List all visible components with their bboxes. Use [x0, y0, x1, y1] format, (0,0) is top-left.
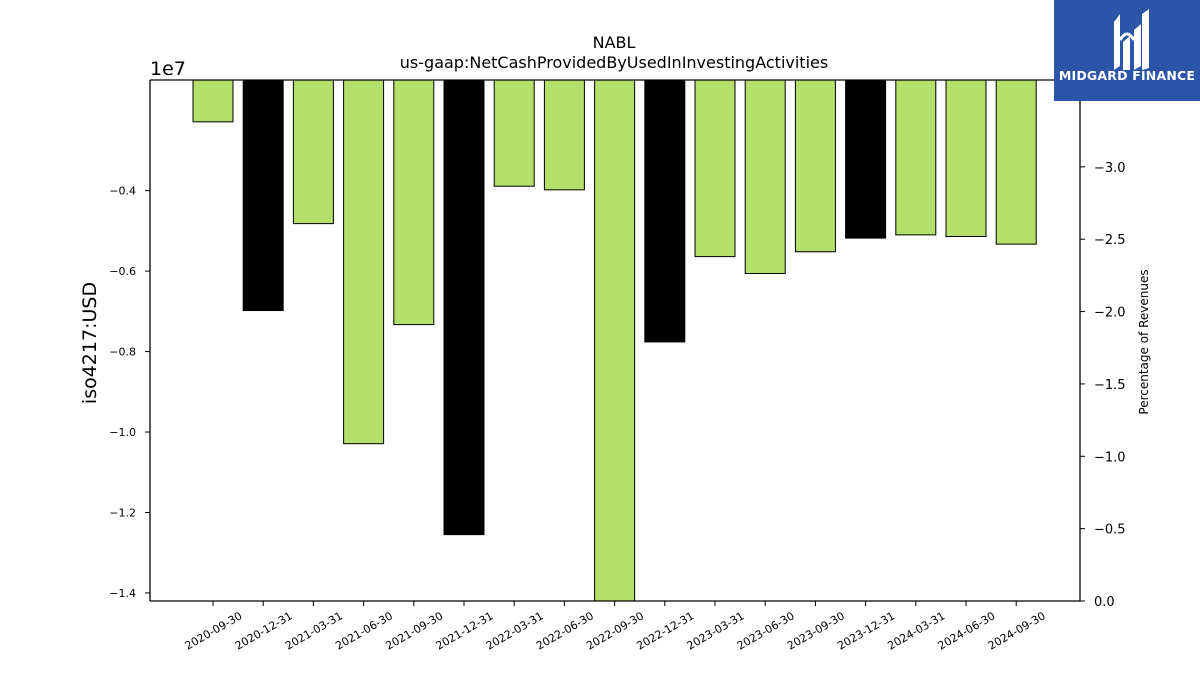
- bar-2021-06-30: [343, 79, 385, 445]
- y2-tick-label: 0.0: [1094, 595, 1115, 610]
- bar-2023-06-30: [744, 79, 786, 275]
- bar-2022-12-31: [644, 79, 686, 343]
- logo-mark-icon: [1114, 9, 1149, 70]
- chart-title: NABL: [593, 33, 636, 52]
- bar-2022-09-30: [594, 79, 636, 602]
- bar-2024-06-30: [945, 79, 987, 238]
- bar-2021-03-31: [292, 79, 334, 225]
- bar-2020-09-30: [192, 79, 234, 123]
- y-tick-label: −0.8: [109, 346, 136, 359]
- y-tick-label: −1.4: [109, 587, 136, 600]
- bar-2022-03-31: [493, 79, 535, 187]
- bar-2023-09-30: [794, 79, 836, 253]
- y2-axis-label: Percentage of Revenues: [1137, 269, 1151, 414]
- y2-tick-label: −2.5: [1094, 233, 1126, 248]
- y-axis-label: iso4217:USD: [79, 282, 101, 404]
- y-tick-label: −0.4: [109, 185, 136, 198]
- y-tick-label: −1.2: [109, 506, 136, 519]
- bar-2023-12-31: [845, 79, 887, 239]
- y2-tick-label: −1.0: [1094, 450, 1126, 465]
- bar-2024-09-30: [995, 79, 1037, 245]
- y-tick-label: −0.6: [109, 265, 136, 278]
- bars-group: [192, 79, 1037, 602]
- bar-2021-12-31: [443, 79, 485, 536]
- y2-tick-label: −2.0: [1094, 306, 1126, 321]
- x-tick-label: 2024-09-30: [986, 609, 1048, 652]
- y-tick-label: −1.0: [109, 426, 136, 439]
- bar-2022-06-30: [543, 79, 585, 191]
- y2-tick-label: −1.5: [1094, 378, 1126, 393]
- chart-subtitle: us-gaap:NetCashProvidedByUsedInInvesting…: [400, 53, 828, 72]
- y2-tick-label: −0.5: [1094, 523, 1126, 538]
- bar-2024-03-31: [895, 79, 937, 236]
- logo-text: MIDGARD FINANCE: [1058, 68, 1196, 83]
- midgard-finance-logo: MIDGARD FINANCE: [1054, 0, 1200, 101]
- bar-2023-03-31: [694, 79, 736, 258]
- bar-2021-09-30: [393, 79, 435, 326]
- y-axis-offset-label: 1e7: [150, 58, 186, 80]
- bar-2020-12-31: [242, 79, 284, 312]
- y2-tick-label: −3.0: [1094, 161, 1126, 176]
